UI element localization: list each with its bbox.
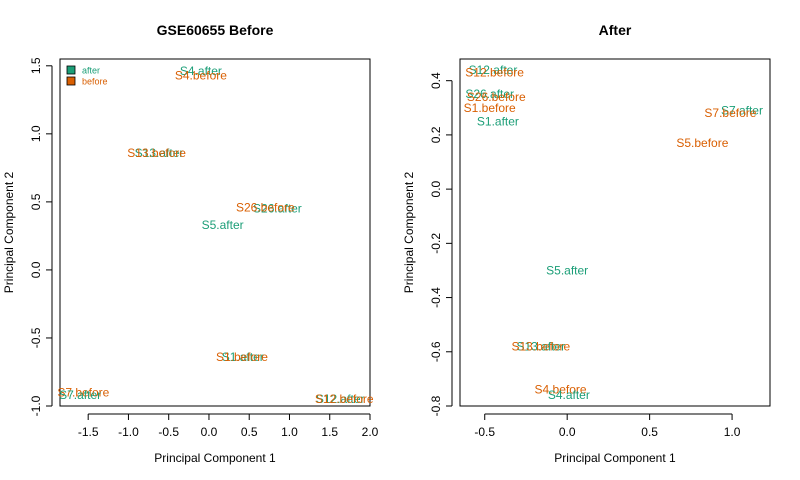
y-tick-label: 0.5 <box>29 193 43 210</box>
x-tick-label: 0.5 <box>241 425 258 439</box>
x-tick-label: 0.0 <box>201 425 218 439</box>
point-label-s12-after: S12.after <box>469 63 518 77</box>
legend-label-before: before <box>82 77 108 87</box>
x-tick-label: 1.0 <box>281 425 298 439</box>
legend-swatch-after <box>66 65 76 75</box>
plot-frame <box>459 58 771 407</box>
x-tick-label: 2.0 <box>362 425 379 439</box>
y-tick-label: 1.0 <box>29 125 43 142</box>
point-label-s7-after: S7.after <box>59 388 101 402</box>
point-label-s12-before: S12.before <box>465 66 524 80</box>
y-tick-label: 1.5 <box>29 57 43 74</box>
point-label-s7-before: S7.before <box>704 106 756 120</box>
point-label-s4-after: S4.after <box>180 64 222 78</box>
point-label-s5-after: S5.after <box>546 263 588 277</box>
x-tick-label: 1.5 <box>321 425 338 439</box>
y-tick-label: -0.8 <box>429 395 443 416</box>
point-label-s5-before: S5.before <box>676 136 728 150</box>
legend-label-after: after <box>82 66 100 76</box>
point-label-s7-after: S7.after <box>721 104 763 118</box>
chart-title: After <box>599 22 632 38</box>
x-tick-label: 0.0 <box>559 425 576 439</box>
chart-title: GSE60655 Before <box>157 22 274 38</box>
y-axis-label: Principal Component 2 <box>2 171 16 293</box>
point-label-s4-after: S4.after <box>548 388 590 402</box>
point-label-s13-before: S13.before <box>511 339 570 353</box>
x-tick-label: -0.5 <box>158 425 179 439</box>
point-label-s1-before: S1.before <box>464 101 516 115</box>
point-label-s26-after: S26.after <box>465 87 514 101</box>
legend-swatch-before <box>66 76 76 86</box>
y-tick-label: 0.2 <box>429 126 443 143</box>
point-label-s5-after: S5.after <box>202 218 244 232</box>
y-tick-label: -0.2 <box>429 233 443 254</box>
point-label-s13-after: S13.after <box>516 339 565 353</box>
point-label-s1-before: S1.before <box>216 350 268 364</box>
y-tick-label: 0.0 <box>29 261 43 278</box>
y-tick-label: 0.0 <box>429 180 443 197</box>
point-label-s1-after: S1.after <box>222 350 264 364</box>
point-label-s26-before: S26.before <box>467 90 526 104</box>
x-tick-label: -1.0 <box>118 425 139 439</box>
y-tick-label: -1.0 <box>29 395 43 416</box>
point-label-s26-before: S26.before <box>236 200 295 214</box>
x-axis-label: Principal Component 1 <box>154 451 276 465</box>
x-tick-label: 1.0 <box>724 425 741 439</box>
point-label-s26-after: S26.after <box>253 202 302 216</box>
y-tick-label: -0.4 <box>429 287 443 308</box>
point-label-s13-after: S13.after <box>135 146 184 160</box>
y-axis-label: Principal Component 2 <box>402 171 416 293</box>
plot-frame <box>59 58 371 407</box>
x-tick-label: 0.5 <box>641 425 658 439</box>
y-tick-label: -0.5 <box>29 327 43 348</box>
point-label-s12-before: S12.before <box>315 392 374 406</box>
x-tick-label: -0.5 <box>474 425 495 439</box>
chart-panel-2: After -0.5 0.0 0.5 1.0 -0.8 -0.6 -0.4 -0.2 0.0 0.2… <box>402 22 771 465</box>
point-label-s7-before: S7.before <box>57 385 109 399</box>
y-tick-label: -0.6 <box>429 341 443 362</box>
point-label-s4-before: S4.before <box>535 383 587 397</box>
point-label-s13-before: S13.before <box>127 146 186 160</box>
y-tick-label: 0.4 <box>429 72 443 89</box>
point-label-s4-before: S4.before <box>175 68 227 82</box>
x-axis-label: Principal Component 1 <box>554 451 676 465</box>
chart-panel-1: GSE60655 Before -1.5 -1.0 -0.5 0.0 0.5 1.0 1.5 2… <box>2 22 379 465</box>
point-label-s1-after: S1.after <box>477 114 519 128</box>
point-label-s12-after: S12.after <box>316 392 365 406</box>
x-tick-label: -1.5 <box>78 425 99 439</box>
